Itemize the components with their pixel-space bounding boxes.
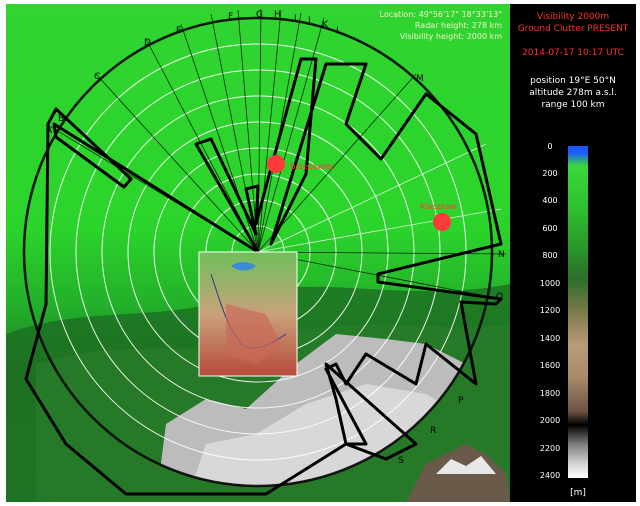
sector-letter-n: N xyxy=(498,250,505,260)
unit-label: [m] xyxy=(570,488,586,498)
relief-highland xyxy=(226,304,281,364)
sector-letter-e: E xyxy=(176,26,182,36)
info-sidebar: Visibility 2000m Ground Clutter PRESENT … xyxy=(510,4,636,502)
lake-shape xyxy=(231,262,256,271)
sector-letter-m: M xyxy=(416,74,424,84)
range-text: range 100 km xyxy=(541,100,605,110)
sector-letter-r: R xyxy=(430,426,437,436)
sector-letter-l: L xyxy=(336,26,342,36)
scale-label-1000: 1000 xyxy=(539,279,561,288)
scale-label-1600: 1600 xyxy=(539,361,561,370)
scale-label-1200: 1200 xyxy=(539,306,561,315)
sector-letter-p: P xyxy=(458,396,464,406)
visibility-title: Visibility 2000m xyxy=(536,12,610,22)
sector-letter-s: S xyxy=(398,456,404,466)
place-label-klaszkow: Klaszkow xyxy=(420,202,457,211)
visibility-height-text: Visibility height: 2000 km xyxy=(399,32,502,41)
sector-letter-a: A xyxy=(46,126,53,136)
marker-klaszkow xyxy=(433,213,451,231)
scale-label-400: 400 xyxy=(542,196,558,205)
sector-letter-c: C xyxy=(94,72,101,82)
scale-label-600: 600 xyxy=(542,224,558,233)
sector-letter-b: B xyxy=(58,114,65,124)
sector-letter-i: I xyxy=(294,14,297,24)
inset-relief-map xyxy=(198,251,298,377)
elevation-colorbar xyxy=(568,146,588,478)
place-label-brzezowiec: Brzezowiec xyxy=(290,162,336,171)
scale-label-1800: 1800 xyxy=(539,389,561,398)
scale-label-800: 800 xyxy=(542,251,558,260)
scale-label-2400: 2400 xyxy=(539,471,561,480)
sector-lines xyxy=(45,8,507,300)
scale-label-2000: 2000 xyxy=(539,416,561,425)
radar-height-text: Radar height: 278 km xyxy=(414,21,502,30)
clutter-status: Ground Clutter PRESENT xyxy=(517,24,629,34)
position-text: position 19°E 50°N xyxy=(530,76,616,86)
altitude-text: altitude 278m a.s.l. xyxy=(529,88,617,98)
white-sector-lines xyxy=(257,143,502,253)
radar-map-svg xyxy=(6,4,510,502)
map-area: Brzezowiec Klaszkow A B C D E F G H I J … xyxy=(6,4,510,502)
sector-letter-o: O xyxy=(496,292,504,302)
range-boundary xyxy=(22,16,494,488)
datetime-text: 2014-07-17 10:17 UTC xyxy=(522,48,624,58)
marker-brzezowiec xyxy=(267,155,285,173)
sector-letter-h: H xyxy=(274,10,281,20)
scale-label-1400: 1400 xyxy=(539,334,561,343)
scale-label-2200: 2200 xyxy=(539,444,561,453)
sector-letter-g: G xyxy=(256,10,263,20)
sector-letter-k: K xyxy=(322,20,328,30)
sector-letter-d: D xyxy=(144,38,151,48)
sector-letter-j: J xyxy=(308,16,311,26)
visibility-outline xyxy=(24,57,503,496)
location-text: Location: 49°56'17" 18°33'13" xyxy=(379,10,502,19)
scale-label-0: 0 xyxy=(547,142,553,151)
snow-peaks xyxy=(436,456,496,474)
scale-label-200: 200 xyxy=(542,169,558,178)
sector-letter-f: F xyxy=(228,12,234,22)
